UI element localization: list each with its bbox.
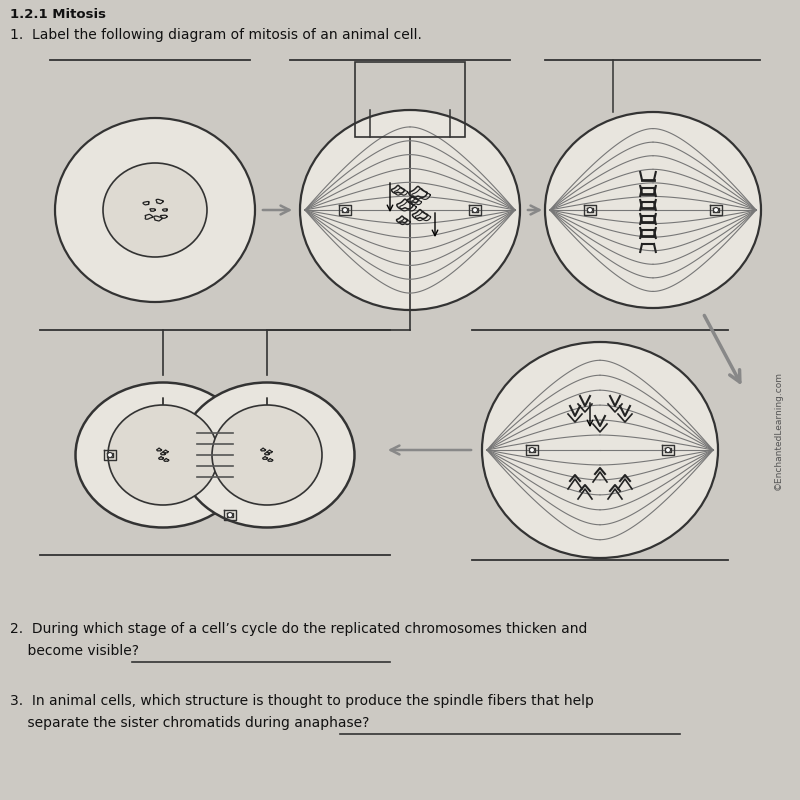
Circle shape <box>342 207 347 213</box>
Circle shape <box>473 207 478 213</box>
Bar <box>355 62 465 137</box>
Circle shape <box>227 513 233 518</box>
Ellipse shape <box>179 382 354 527</box>
Circle shape <box>530 447 534 453</box>
Text: 1.2.1 Mitosis: 1.2.1 Mitosis <box>10 8 106 21</box>
Text: 1.  Label the following diagram of mitosis of an animal cell.: 1. Label the following diagram of mitosi… <box>10 28 422 42</box>
Ellipse shape <box>300 110 520 310</box>
Text: 2.  During which stage of a cell’s cycle do the replicated chromosomes thicken a: 2. During which stage of a cell’s cycle … <box>10 622 587 636</box>
Text: separate the sister chromatids during anaphase?: separate the sister chromatids during an… <box>10 716 370 730</box>
Text: ©EnchantedLearning.com: ©EnchantedLearning.com <box>774 370 782 490</box>
Ellipse shape <box>482 342 718 558</box>
Circle shape <box>714 207 718 213</box>
Ellipse shape <box>212 405 322 505</box>
Ellipse shape <box>108 405 218 505</box>
Circle shape <box>107 453 113 458</box>
Ellipse shape <box>55 118 255 302</box>
Text: become visible?: become visible? <box>10 644 139 658</box>
Circle shape <box>666 447 670 453</box>
Ellipse shape <box>545 112 761 308</box>
Circle shape <box>587 207 593 213</box>
Ellipse shape <box>75 382 250 527</box>
Ellipse shape <box>103 163 207 257</box>
Text: 3.  In animal cells, which structure is thought to produce the spindle fibers th: 3. In animal cells, which structure is t… <box>10 694 594 708</box>
